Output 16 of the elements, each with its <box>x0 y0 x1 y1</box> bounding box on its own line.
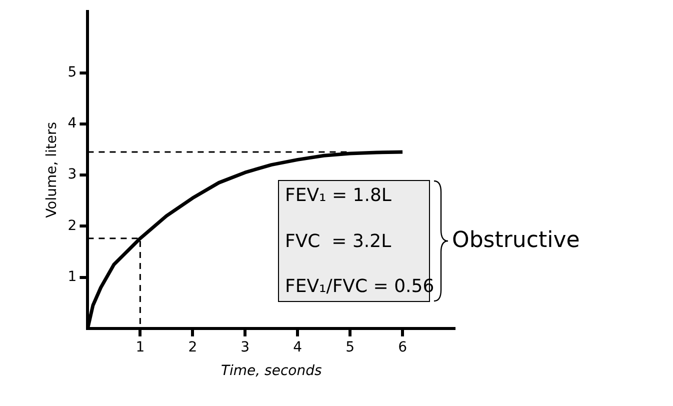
x-tick-label: 1 <box>136 339 145 356</box>
x-tick-label: 2 <box>188 339 198 356</box>
y-tick-label: 2 <box>68 218 77 234</box>
x-tick-label: 5 <box>346 339 355 356</box>
annotation: Obstructive <box>452 228 580 253</box>
y-tick-label: 3 <box>68 166 77 183</box>
y-tick-label: 1 <box>68 268 77 285</box>
annotation: FVC = 3.2L <box>285 230 392 252</box>
y-tick-label: 5 <box>68 64 77 80</box>
x-tick-label: 3 <box>240 339 250 356</box>
x-tick-label: 6 <box>398 339 408 356</box>
x-tick-label: 4 <box>293 339 302 356</box>
annotation: FEV₁ = 1.8L <box>285 185 392 206</box>
y-axis-title: Volume, liters <box>44 122 60 218</box>
y-tick-label: 4 <box>68 116 77 132</box>
x-axis-title: Time, seconds <box>220 363 322 380</box>
